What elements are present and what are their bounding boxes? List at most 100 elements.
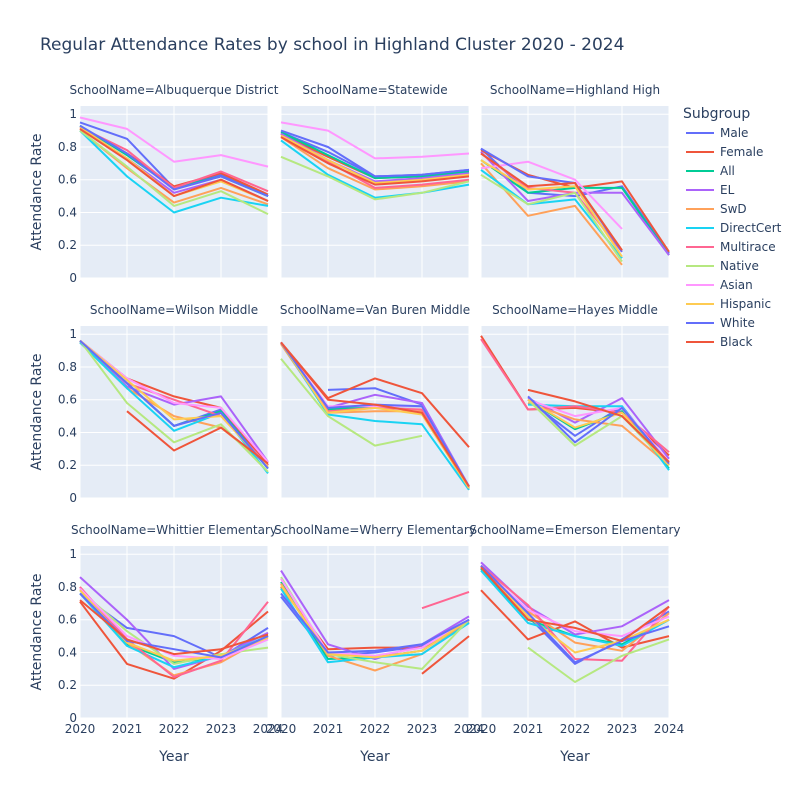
series-line-swd [280,136,470,191]
x-tick-label: 2022 [360,722,391,736]
facet-title: SchoolName=Whittier Elementary [71,523,277,537]
y-tick-label: 0.6 [58,613,77,627]
x-tick-label: 2024 [253,722,284,736]
x-tick-label: 2022 [159,722,190,736]
facet-panel: SchoolName=Albuquerque District 0 0.2 0.4 0.… [29,83,279,285]
x-tick-label: 2021 [513,722,544,736]
series-line-black [527,388,670,463]
series-line-black [126,410,269,465]
series-line-black [480,566,670,642]
legend-item-all[interactable]: All [686,164,735,178]
series-line-hispanic [480,159,623,258]
series-line-directcert [79,129,269,214]
legend: Subgroup Male Female All EL SwD DirectCert Mul… [683,106,782,349]
legend-item-hispanic[interactable]: Hispanic [686,297,771,311]
series-line-directcert [480,569,670,647]
series-line-asian [480,160,623,230]
x-tick-label: 2023 [407,722,438,736]
legend-label: Multirace [720,240,776,254]
series-line-swd [527,402,670,466]
legend-item-male[interactable]: Male [686,126,748,140]
x-tick-label: 2020 [65,722,96,736]
y-tick-label: 1 [69,547,77,561]
facet-title: SchoolName=Highland High [490,83,660,97]
facet-title: SchoolName=Emerson Elementary [470,523,681,537]
series-line-multirace [480,564,670,662]
facet-title: SchoolName=Van Buren Middle [280,303,470,317]
series-line-el [79,576,269,670]
facet-panel: SchoolName=Highland High [480,83,670,279]
legend-label: DirectCert [720,221,782,235]
legend-item-asian[interactable]: Asian [686,278,753,292]
series-line-black [480,152,623,251]
series-line-black [280,136,470,186]
x-tick-label: 2022 [560,722,591,736]
facet-panel: SchoolName=Van Buren Middle [280,303,470,499]
legend-item-native[interactable]: Native [686,259,759,273]
chart-title: Regular Attendance Rates by school in Hi… [40,35,624,55]
facet-panel: SchoolName=Wherry Elementary 2020 2021 2022… [266,523,485,765]
facet-title: SchoolName=Wilson Middle [90,303,258,317]
legend-item-black[interactable]: Black [686,335,753,349]
y-tick-label: 1 [69,327,77,341]
x-tick-label: 2024 [454,722,485,736]
series-line-native [79,129,269,215]
x-axis-title: Year [359,749,390,765]
legend-label: Asian [720,278,753,292]
legend-item-swd[interactable]: SwD [686,202,747,216]
series-line-native [280,358,423,447]
series-line-asian [79,587,269,660]
x-tick-label: 2020 [466,722,497,736]
series-line-native [527,398,670,466]
series-line-white [527,395,670,465]
y-tick-label: 0.4 [58,645,77,659]
legend-item-directcert[interactable]: DirectCert [686,221,782,235]
series-line-hispanic [280,134,470,184]
series-line-multirace [79,586,269,678]
legend-label: Male [720,126,748,140]
series-line-native [280,155,470,201]
y-axis-title: Attendance Rate [29,574,45,691]
series-line-all [280,131,470,180]
series-line-native [480,173,623,263]
series-line-asian [280,121,470,160]
y-tick-label: 0.8 [58,140,77,154]
series-line-native [527,638,670,683]
series-line-white [79,124,269,198]
series-line-asian [79,116,269,168]
y-tick-label: 1 [69,107,77,121]
series-line-asian [280,578,470,657]
y-tick-label: 0.6 [58,393,77,407]
series-line-white [280,592,470,654]
series-line-black [79,128,269,202]
y-tick-label: 0.4 [58,205,77,219]
x-tick-label: 2020 [266,722,297,736]
legend-item-female[interactable]: Female [686,145,763,159]
y-axis-title: Attendance Rate [29,354,45,471]
y-tick-label: 0.2 [58,238,77,252]
facet-panel: SchoolName=Statewide [280,83,470,279]
x-axis-title: Year [559,749,590,765]
facet-title: SchoolName=Albuquerque District [70,83,279,97]
y-tick-label: 0.2 [58,458,77,472]
legend-item-multirace[interactable]: Multirace [686,240,776,254]
legend-item-white[interactable]: White [686,316,755,330]
legend-item-el[interactable]: EL [686,183,735,197]
y-tick-label: 0.2 [58,678,77,692]
legend-label: Female [720,145,763,159]
x-tick-label: 2023 [206,722,237,736]
x-tick-label: 2021 [313,722,344,736]
series-line-black [280,341,470,488]
x-axis-title: Year [158,749,189,765]
series-line-black [79,599,269,656]
series-line-white [79,339,269,470]
x-tick-label: 2023 [607,722,638,736]
series-line-hispanic [480,566,670,654]
x-tick-label: 2021 [112,722,143,736]
legend-label: White [720,316,755,330]
facet-title: SchoolName=Wherry Elementary [274,523,476,537]
series-line-white [480,564,670,664]
series-line-white [280,129,470,178]
